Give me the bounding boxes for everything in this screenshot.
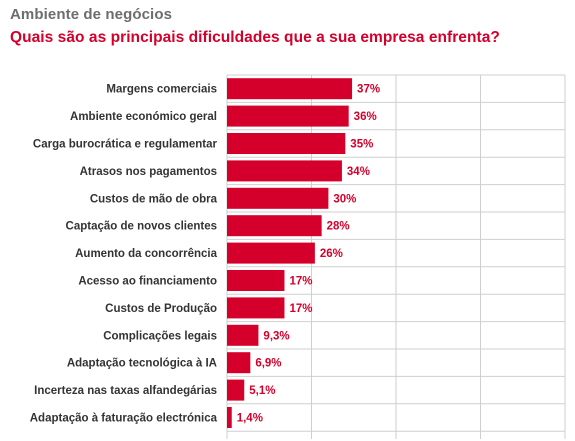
bar (227, 105, 349, 127)
value-label: 36% (354, 111, 377, 123)
value-label: 37% (357, 84, 380, 96)
value-label: 6,9% (255, 358, 281, 370)
bar (227, 187, 329, 209)
chart-title: Quais são as principais dificuldades que… (10, 29, 500, 46)
bar (227, 352, 251, 374)
value-label: 34% (347, 166, 370, 178)
value-label: 17% (289, 303, 312, 315)
bar (227, 297, 285, 319)
category-label: Incerteza nas taxas alfandegárias (34, 385, 217, 397)
bar (227, 160, 342, 182)
category-label: Complicações legais (103, 330, 217, 342)
value-label: 35% (350, 139, 373, 151)
category-label: Margens comerciais (106, 84, 217, 96)
value-label: 1,4% (237, 413, 263, 425)
grid-lines (226, 74, 566, 439)
value-label: 30% (333, 193, 356, 205)
category-label: Adaptação tecnológica à IA (67, 358, 217, 370)
category-label: Acesso ao financiamento (78, 276, 217, 288)
value-label: 5,1% (249, 385, 275, 397)
category-label: Custos de mão de obra (90, 193, 218, 205)
value-label: 17% (289, 276, 312, 288)
value-label: 28% (327, 221, 350, 233)
bar (227, 270, 285, 291)
bar (227, 133, 346, 154)
category-label: Captação de novos clientes (66, 221, 217, 233)
bars (227, 78, 353, 428)
bar (227, 242, 315, 264)
category-label: Aumento da concorrência (75, 248, 217, 260)
chart-kicker: Ambiente de negócios (10, 6, 173, 23)
category-label: Custos de Produção (105, 303, 217, 315)
category-label: Atrasos nos pagamentos (80, 166, 217, 178)
category-label: Carga burocrática e regulamentar (33, 139, 218, 151)
value-labels: 37% 36% 35% 34% 30% 28% 26% 17% 17% 9,3% 6,9% 5,1% 1… (237, 84, 380, 425)
value-label: 26% (320, 248, 343, 260)
bar (227, 324, 259, 346)
category-label: Ambiente económico geral (70, 111, 217, 123)
value-label: 9,3% (263, 330, 289, 342)
bar (227, 215, 322, 237)
bar (227, 379, 245, 401)
bar (227, 78, 353, 100)
bar (227, 407, 232, 428)
category-labels: Margens comerciais Ambiente económico ger… (30, 84, 218, 425)
category-label: Adaptação à faturação electrónica (30, 413, 218, 425)
